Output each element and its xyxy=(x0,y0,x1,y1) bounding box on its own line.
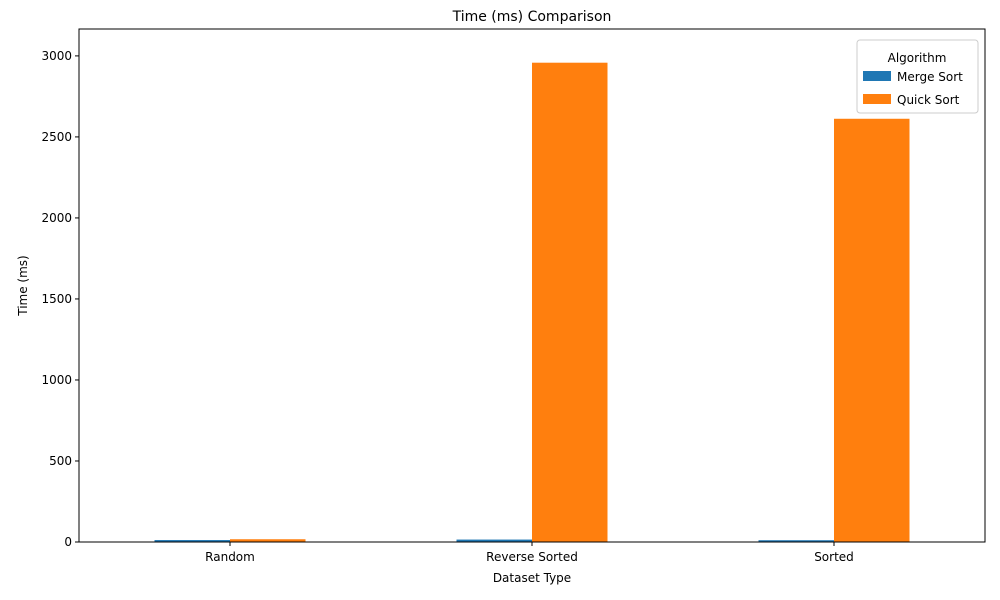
y-tick-label: 1500 xyxy=(41,292,72,306)
y-tick-label: 2500 xyxy=(41,130,72,144)
bar-quick-sort-sorted xyxy=(834,118,910,542)
bar-quick-sort-reverse-sorted xyxy=(532,62,608,542)
x-tick-label: Reverse Sorted xyxy=(486,550,578,564)
bar-quick-sort-random xyxy=(230,539,306,542)
legend-title: Algorithm xyxy=(888,51,947,65)
y-tick-label: 2000 xyxy=(41,211,72,225)
y-axis-label: Time (ms) xyxy=(16,255,30,317)
legend-swatch-quick-sort xyxy=(863,94,891,104)
x-tick-label: Random xyxy=(205,550,255,564)
y-axis: 0 500 1000 1500 2000 2500 3000 xyxy=(41,49,79,549)
x-axis-label: Dataset Type xyxy=(493,571,571,585)
legend: Algorithm Merge Sort Quick Sort xyxy=(856,39,979,114)
bar-merge-sort-reverse-sorted xyxy=(456,539,532,542)
bars-group xyxy=(154,62,910,542)
y-tick-label: 1000 xyxy=(41,373,72,387)
x-axis: Random Reverse Sorted Sorted xyxy=(205,542,854,564)
chart-title: Time (ms) Comparison xyxy=(452,9,612,25)
bar-merge-sort-sorted xyxy=(758,540,834,542)
y-tick-label: 0 xyxy=(64,535,72,549)
y-tick-label: 500 xyxy=(49,454,72,468)
bar-merge-sort-random xyxy=(154,540,230,542)
legend-label-merge-sort: Merge Sort xyxy=(897,70,963,84)
legend-label-quick-sort: Quick Sort xyxy=(897,93,960,107)
y-tick-label: 3000 xyxy=(41,49,72,63)
x-tick-label: Sorted xyxy=(814,550,854,564)
legend-swatch-merge-sort xyxy=(863,71,891,81)
